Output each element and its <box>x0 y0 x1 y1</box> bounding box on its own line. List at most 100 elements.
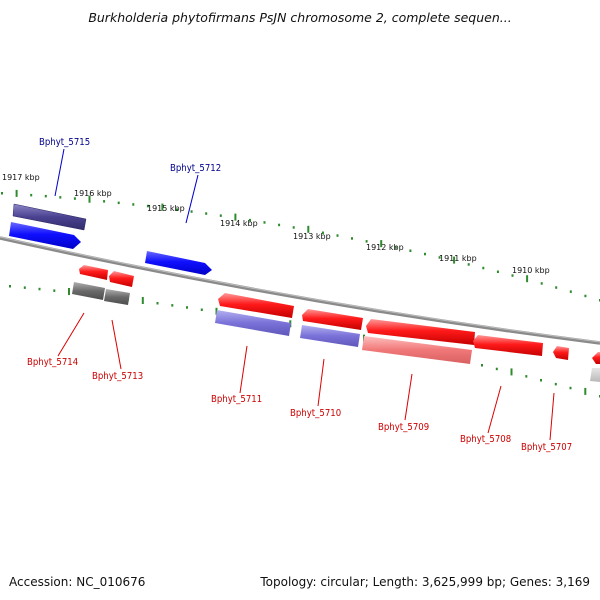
minor-tick <box>249 218 251 222</box>
minor-tick <box>219 214 222 217</box>
callout-line-5710 <box>317 358 325 407</box>
callout-line-5707 <box>549 392 555 441</box>
minor-tick <box>23 286 26 289</box>
major-tick <box>234 213 237 221</box>
minor-tick <box>467 263 470 266</box>
minor-tick <box>263 221 266 224</box>
gene-label-5710[interactable]: Bphyt_5710 <box>290 408 341 419</box>
gene-bphyt-5713[interactable] <box>109 271 134 287</box>
minor-tick <box>409 249 412 252</box>
minor-tick <box>171 304 174 307</box>
minor-tick <box>38 287 41 291</box>
major-tick <box>510 368 513 376</box>
minor-tick <box>190 210 193 213</box>
major-tick <box>307 225 310 233</box>
minor-tick <box>511 274 514 277</box>
minor-tick <box>292 226 295 229</box>
gene-bphyt-5715[interactable] <box>9 203 87 249</box>
minor-tick <box>1 192 3 195</box>
kbp-label-1912: 1912 kbp <box>366 243 404 252</box>
minor-tick <box>481 364 483 367</box>
minor-tick <box>569 386 572 390</box>
minor-tick <box>200 308 203 311</box>
accession-label: Accession: NC_010676 <box>9 575 146 589</box>
gene-label-5713[interactable]: Bphyt_5713 <box>92 371 143 382</box>
minor-tick <box>584 294 587 298</box>
gene-bphyt-5710[interactable] <box>302 309 363 330</box>
minor-tick <box>569 290 572 293</box>
minor-tick <box>53 289 56 292</box>
minor-tick <box>186 306 188 309</box>
gene-label-5708[interactable]: Bphyt_5708 <box>460 434 511 445</box>
minor-tick <box>59 196 62 199</box>
minor-tick <box>496 270 499 273</box>
major-tick <box>141 297 144 304</box>
kbp-label-1916: 1916 kbp <box>74 189 112 198</box>
gene-label-5715[interactable]: Bphyt_5715 <box>39 137 90 148</box>
callout-line-5711 <box>239 345 248 394</box>
minor-tick <box>540 282 543 285</box>
block-violet-2 <box>300 325 360 347</box>
gene-edge-red[interactable] <box>592 352 600 364</box>
gene-bphyt-5709[interactable] <box>366 319 475 345</box>
gene-bphyt-5708[interactable] <box>473 335 543 356</box>
minor-tick <box>176 208 178 211</box>
block-gray-1 <box>72 282 105 300</box>
kbp-label-1917: 1917 kbp <box>2 173 40 182</box>
major-tick <box>526 275 529 283</box>
minor-tick <box>73 197 76 200</box>
minor-tick <box>30 193 33 197</box>
minor-tick <box>351 237 353 240</box>
minor-tick <box>321 231 324 234</box>
minor-tick <box>540 379 542 382</box>
gene-label-5714[interactable]: Bphyt_5714 <box>27 357 78 368</box>
minor-tick <box>278 223 281 227</box>
minor-tick <box>205 212 208 215</box>
gene-label-5711[interactable]: Bphyt_5711 <box>211 394 262 405</box>
callout-line-5712 <box>185 174 199 224</box>
minor-tick <box>525 375 528 378</box>
gene-bphyt-5707[interactable] <box>553 346 569 360</box>
minor-tick <box>132 203 135 206</box>
minor-tick <box>438 256 441 259</box>
minor-tick <box>554 382 557 386</box>
minor-tick <box>424 252 426 256</box>
minor-tick <box>555 286 558 289</box>
major-tick <box>68 288 70 295</box>
callout-line-5709 <box>404 373 413 421</box>
major-tick <box>161 203 164 211</box>
minor-tick <box>44 194 47 198</box>
block-pink <box>362 336 472 364</box>
block-gray-2 <box>104 289 130 305</box>
major-tick <box>88 195 91 203</box>
kbp-label-1914: 1914 kbp <box>220 219 258 228</box>
gene-bphyt-5714[interactable] <box>79 265 108 280</box>
kbp-label-1915: 1915 kbp <box>147 204 185 213</box>
upper-scale-ticks <box>1 189 600 302</box>
major-tick <box>453 256 456 264</box>
gene-label-5712[interactable]: Bphyt_5712 <box>170 163 221 174</box>
major-tick <box>15 189 18 197</box>
minor-tick <box>336 234 339 237</box>
minor-tick <box>482 266 485 270</box>
gene-bphyt-5711[interactable] <box>218 293 294 318</box>
map-title: Burkholderia phytofirmans PsJN chromosom… <box>88 10 512 25</box>
minor-tick <box>146 204 149 208</box>
topology-summary: Topology: circular; Length: 3,625,999 bp… <box>260 575 590 589</box>
minor-tick <box>365 240 368 243</box>
major-tick <box>215 307 218 315</box>
block-light <box>590 368 600 382</box>
minor-tick <box>495 367 498 371</box>
kbp-label-1913: 1913 kbp <box>293 232 331 241</box>
block-violet-1 <box>215 310 291 336</box>
gene-bphyt-5715-arrow <box>9 222 81 249</box>
callout-line-5713 <box>111 319 122 370</box>
gene-label-5707[interactable]: Bphyt_5707 <box>521 442 572 453</box>
gene-bphyt-5712[interactable] <box>145 251 212 275</box>
kbp-label-1910: 1910 kbp <box>512 266 550 275</box>
gene-label-5709[interactable]: Bphyt_5709 <box>378 422 429 433</box>
minor-tick <box>9 285 11 288</box>
callout-line-5715 <box>54 148 65 197</box>
